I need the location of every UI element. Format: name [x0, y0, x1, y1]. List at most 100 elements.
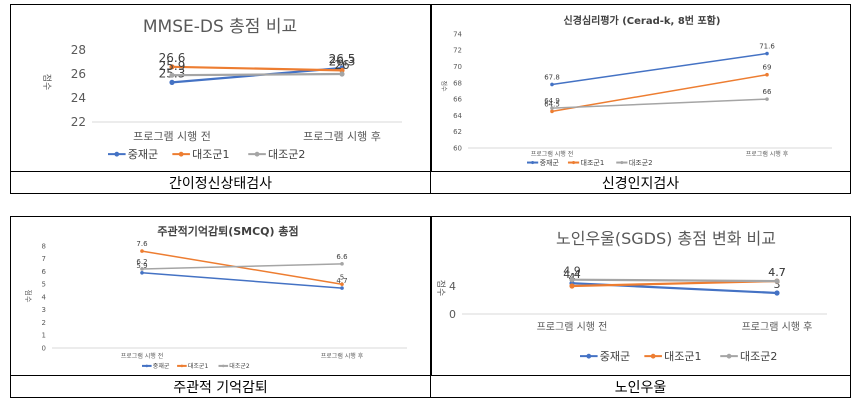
y-tick-label: 0 [42, 344, 46, 352]
y-tick-label: 70 [453, 63, 462, 71]
data-label-2: 4.7 [768, 266, 786, 279]
data-label-1: 71.6 [759, 43, 775, 51]
data-label-2: 26.3 [329, 54, 356, 68]
data-label-3: 66 [763, 88, 772, 96]
data-point-3 [569, 277, 575, 283]
legend-marker-3 [254, 151, 260, 157]
legend-marker-1 [531, 161, 535, 165]
data-point-1 [340, 286, 344, 290]
data-point-3 [765, 97, 769, 101]
legend-label-2: 대조군1 [188, 362, 209, 370]
chart-title: MMSE-DS 총점 비교 [143, 17, 297, 37]
legend-label-3: 대조군2 [740, 350, 777, 363]
data-point-2 [569, 283, 575, 289]
series-line-3 [141, 263, 343, 270]
data-label-2: 7.6 [136, 240, 148, 248]
data-label-3: 26 [334, 58, 349, 72]
data-label-2: 69 [763, 64, 772, 72]
legend-label-1: 중재군 [128, 148, 158, 161]
data-point-2 [340, 282, 344, 287]
caption-cerad: 신경인지검사 [430, 171, 851, 194]
y-tick-label: 0 [449, 308, 456, 321]
x-tick-label: 프로그램 시행 후 [746, 150, 789, 158]
y-axis-label: 점수 [440, 80, 447, 92]
y-tick-label: 60 [453, 144, 462, 152]
legend-marker-2 [178, 151, 184, 157]
data-label-3: 25.9 [159, 59, 186, 73]
x-tick-label: 프로그램 시행 전 [531, 150, 573, 158]
y-tick-label: 1 [42, 332, 46, 340]
legend-label-3: 대조군2 [229, 362, 250, 370]
legend-label-1: 중재군 [540, 159, 560, 167]
data-label-3: 4.9 [563, 265, 581, 278]
legend-label-2: 대조군1 [664, 350, 701, 363]
chart-title: 주관적기억감퇴(SMCQ) 총점 [157, 224, 298, 238]
data-point-3 [550, 106, 554, 110]
legend-marker-3 [221, 364, 225, 368]
x-tick-label: 프로그램 시행 후 [742, 321, 813, 333]
legend-marker-1 [145, 364, 149, 368]
data-point-3 [140, 267, 144, 271]
data-point-1 [140, 270, 144, 275]
y-tick-label: 28 [71, 43, 86, 57]
series-line-1 [141, 272, 343, 289]
legend-label-2: 대조군1 [581, 159, 605, 167]
data-label-2: 64.5 [544, 100, 560, 108]
y-tick-label: 8 [42, 242, 46, 250]
data-label-3: 6.2 [136, 258, 147, 266]
data-point-3 [339, 71, 345, 77]
legend-marker-2 [180, 364, 184, 368]
legend-marker-2 [650, 353, 656, 359]
y-axis-label: 점수 [435, 280, 447, 297]
series-line-1 [551, 52, 768, 86]
y-tick-label: 4 [42, 293, 47, 301]
data-point-1 [765, 51, 769, 56]
y-tick-label: 22 [71, 115, 86, 129]
y-tick-label: 4 [449, 280, 456, 293]
data-point-3 [774, 278, 780, 284]
legend-label-2: 대조군1 [192, 148, 229, 161]
chart-title: 노인우울(SGDS) 총점 변화 비교 [556, 229, 776, 248]
data-point-1 [169, 79, 175, 85]
data-point-2 [169, 64, 175, 70]
y-tick-label: 68 [453, 79, 462, 87]
caption-mmse: 간이정신상태검사 [10, 171, 431, 194]
legend-marker-1 [114, 151, 120, 157]
legend-marker-2 [572, 161, 576, 165]
legend-label-3: 대조군2 [629, 159, 653, 167]
legend-marker-3 [620, 161, 624, 165]
y-axis-label: 점수 [41, 74, 53, 91]
y-tick-label: 62 [453, 128, 462, 136]
series-line-3 [551, 98, 768, 109]
x-tick-label: 프로그램 시행 후 [321, 352, 364, 360]
data-label-2: 5 [340, 273, 344, 281]
series-line-3 [571, 278, 778, 283]
legend-marker-1 [586, 353, 592, 359]
data-label-3: 6.6 [336, 253, 348, 261]
caption-smcq: 주관적 기억감퇴 [10, 375, 431, 398]
x-tick-label: 프로그램 시행 전 [537, 321, 608, 333]
data-label-1: 4.7 [336, 277, 347, 285]
y-tick-label: 5 [42, 281, 46, 289]
y-tick-label: 66 [453, 96, 462, 104]
y-tick-label: 2 [42, 319, 46, 327]
data-label-1: 3 [774, 278, 781, 291]
data-label-3: 4.7 [768, 266, 786, 279]
data-label-3: 64.9 [544, 97, 560, 105]
data-point-3 [340, 262, 344, 266]
chart-smcq: 주관적기억감퇴(SMCQ) 총점 0 1 2 3 4 5 6 7 8 점수 프로그램 시행 전 프로그램… [12, 218, 428, 374]
x-tick-label: 프로그램 시행 후 [303, 130, 381, 143]
series-line-2 [141, 250, 343, 285]
data-point-2 [765, 72, 769, 77]
caption-sgds: 노인우울 [430, 375, 851, 398]
data-label-2: 26.6 [159, 51, 186, 65]
x-tick-label: 프로그램 시행 전 [133, 130, 211, 143]
data-point-2 [339, 67, 345, 73]
legend-label-1: 중재군 [153, 362, 170, 370]
series-line-3 [171, 72, 343, 77]
chart-mmse: MMSE-DS 총점 비교 22 24 26 28 점수 프로그램 시행 전 프로그램 시행 … [12, 6, 428, 170]
